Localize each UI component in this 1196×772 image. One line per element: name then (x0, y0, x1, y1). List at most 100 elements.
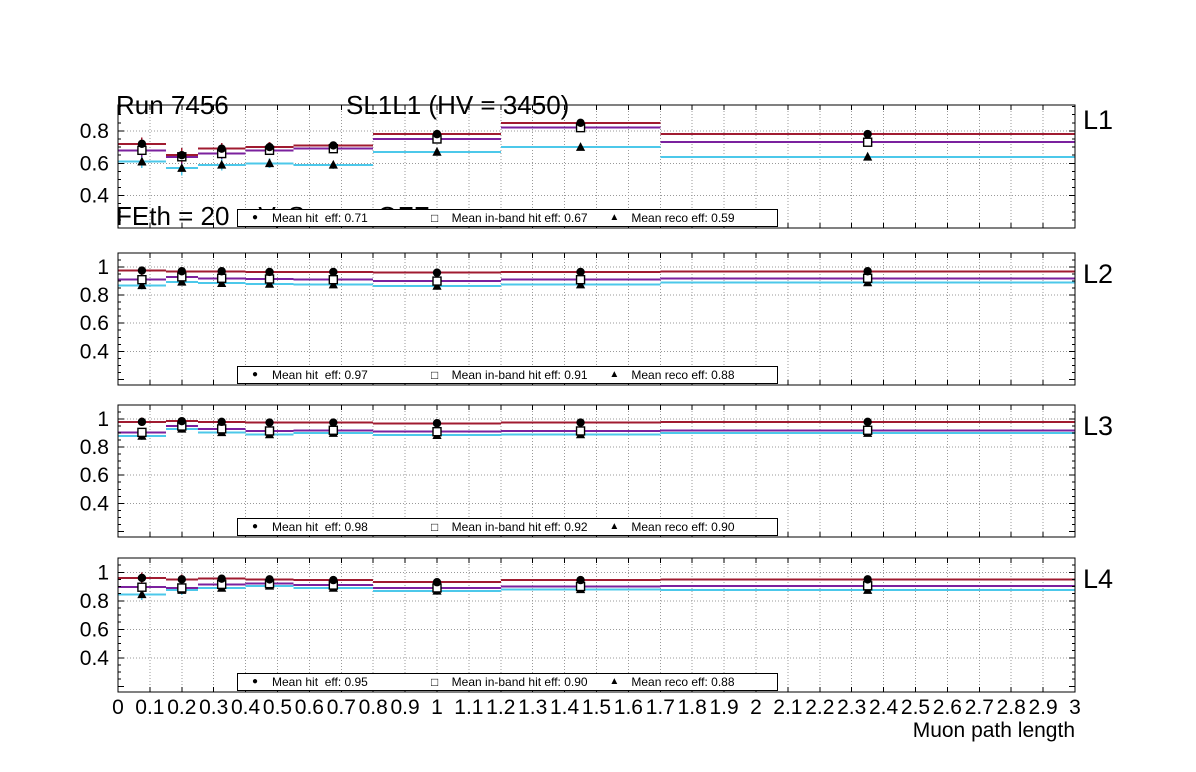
marker-circle-hit (137, 417, 147, 427)
legend-label-reco: Mean reco eff: 0.88 (631, 368, 735, 382)
chamber-label: SL1L1 (HV = 3450) (346, 90, 570, 120)
x-tick-label: 1.3 (518, 696, 547, 719)
marker-square-inband (432, 426, 442, 437)
legend-entry-inband: □ Mean in-band hit eff: 0.92 (418, 519, 598, 535)
marker-square-inband (264, 426, 275, 436)
panel-label-l4: L4 (1083, 564, 1114, 594)
marker-square-inband (862, 137, 873, 147)
x-axis-title: Muon path length (912, 719, 1075, 742)
open-square-icon: □ (431, 675, 439, 689)
x-tick-label: 0.2 (167, 696, 196, 719)
filled-circle-icon: ● (251, 212, 259, 223)
marker-square-inband (137, 427, 147, 438)
legend-entry-inband: □ Mean in-band hit eff: 0.67 (418, 210, 598, 226)
marker-square-inband (432, 276, 442, 286)
legend-label-inband: Mean in-band hit eff: 0.92 (451, 520, 588, 534)
legend-l2: ● Mean hit eff: 0.97 □ Mean in-band hit ef… (237, 366, 778, 384)
y-tick-label: 0.6 (80, 152, 109, 175)
title-line-1: Run 7456 SL1L1 (HV = 3450) (116, 87, 569, 124)
legend-label-inband: Mean in-band hit eff: 0.67 (451, 211, 588, 225)
open-square-icon: □ (431, 211, 439, 225)
open-square-icon: □ (431, 520, 439, 534)
y-tick-label: 0.8 (80, 436, 109, 459)
filled-triangle-icon: ▲ (609, 676, 620, 687)
x-tick-label: 0.6 (295, 696, 324, 719)
marker-circle-hit (576, 418, 585, 427)
marker-circle-hit (863, 129, 872, 139)
marker-triangle-reco (137, 589, 147, 599)
marker-circle-hit (217, 417, 226, 427)
marker-circle-hit (217, 144, 226, 153)
x-tick-label: 1.4 (550, 696, 580, 719)
marker-circle-hit (432, 129, 442, 139)
legend-entry-inband: □ Mean in-band hit eff: 0.91 (418, 367, 598, 383)
x-tick-label: 1.8 (678, 696, 707, 719)
marker-circle-hit (576, 575, 585, 585)
marker-circle-hit (329, 418, 338, 427)
legend-entry-hit: ● Mean hit eff: 0.95 (238, 674, 418, 690)
y-tick-label: 0.4 (80, 185, 110, 208)
marker-triangle-reco (432, 146, 442, 156)
marker-circle-hit (137, 139, 147, 149)
x-tick-label: 2.5 (901, 696, 930, 719)
legend-l4: ● Mean hit eff: 0.95 □ Mean in-band hit ef… (237, 673, 778, 691)
legend-entry-inband: □ Mean in-band hit eff: 0.90 (418, 674, 598, 690)
x-tick-label: 1.6 (614, 696, 643, 719)
panel-l4: 0.4 0.6 0.8 1 (80, 557, 1076, 693)
x-tick-label: 0.3 (199, 696, 228, 719)
legend-label-reco: Mean reco eff: 0.59 (631, 211, 735, 225)
legend-label-hit: Mean hit eff: 0.97 (272, 368, 368, 382)
marker-circle-hit (177, 267, 186, 276)
marker-triangle-reco (575, 142, 586, 151)
marker-triangle-reco (264, 158, 275, 168)
marker-circle-hit (863, 417, 872, 427)
marker-circle-hit (576, 267, 585, 277)
y-tick-label: 0.8 (80, 120, 109, 143)
marker-circle-hit (265, 418, 274, 427)
filled-circle-icon: ● (251, 369, 259, 380)
marker-circle-hit (217, 267, 226, 276)
y-tick-label: 1 (97, 561, 109, 584)
marker-square-inband (137, 274, 147, 285)
y-tick-label: 0.6 (80, 618, 109, 641)
marker-circle-hit (432, 419, 442, 428)
legend-entry-hit: ● Mean hit eff: 0.98 (238, 519, 418, 535)
legend-label-hit: Mean hit eff: 0.95 (272, 675, 368, 689)
x-tick-label: 0.4 (231, 696, 261, 719)
marker-circle-hit (329, 267, 338, 277)
legend-l3: ● Mean hit eff: 0.98 □ Mean in-band hit ef… (237, 518, 778, 536)
panel-label-l1: L1 (1083, 105, 1114, 135)
marker-circle-hit (432, 268, 442, 277)
marker-circle-hit (576, 118, 585, 128)
marker-circle-hit (863, 575, 872, 584)
filled-triangle-icon: ▲ (609, 212, 620, 223)
panel-l1: 0.4 0.6 0.8 (80, 104, 1076, 229)
marker-circle-hit (177, 575, 186, 584)
marker-square-inband (575, 274, 586, 285)
marker-triangle-reco (177, 163, 187, 172)
y-tick-label: 0.4 (80, 492, 110, 515)
legend-label-inband: Mean in-band hit eff: 0.90 (451, 675, 588, 689)
legend-entry-hit: ● Mean hit eff: 0.97 (238, 367, 418, 383)
panel-label-l2: L2 (1083, 259, 1114, 289)
open-square-icon: □ (431, 368, 439, 382)
x-tick-label: 3 (1069, 696, 1081, 719)
legend-entry-hit: ● Mean hit eff: 0.71 (238, 210, 418, 226)
marker-square-inband (862, 425, 873, 435)
marker-circle-hit (137, 573, 147, 583)
x-tick-label: 1.5 (582, 696, 611, 719)
x-tick-label: 1.9 (709, 696, 738, 719)
x-tick-label: 0.5 (263, 696, 292, 719)
legend-label-reco: Mean reco eff: 0.90 (631, 520, 735, 534)
filled-triangle-icon: ▲ (609, 369, 620, 380)
marker-square-inband (575, 426, 586, 436)
marker-square-inband (328, 425, 339, 435)
y-tick-label: 1 (97, 408, 109, 431)
x-tick-label: 0 (112, 696, 124, 719)
x-tick-label: 2.6 (933, 696, 962, 719)
panel-l3: 0.4 0.6 0.8 1 (80, 404, 1076, 538)
marker-triangle-reco (217, 159, 227, 169)
y-tick-label: 0.8 (80, 284, 109, 307)
marker-circle-hit (137, 266, 147, 275)
